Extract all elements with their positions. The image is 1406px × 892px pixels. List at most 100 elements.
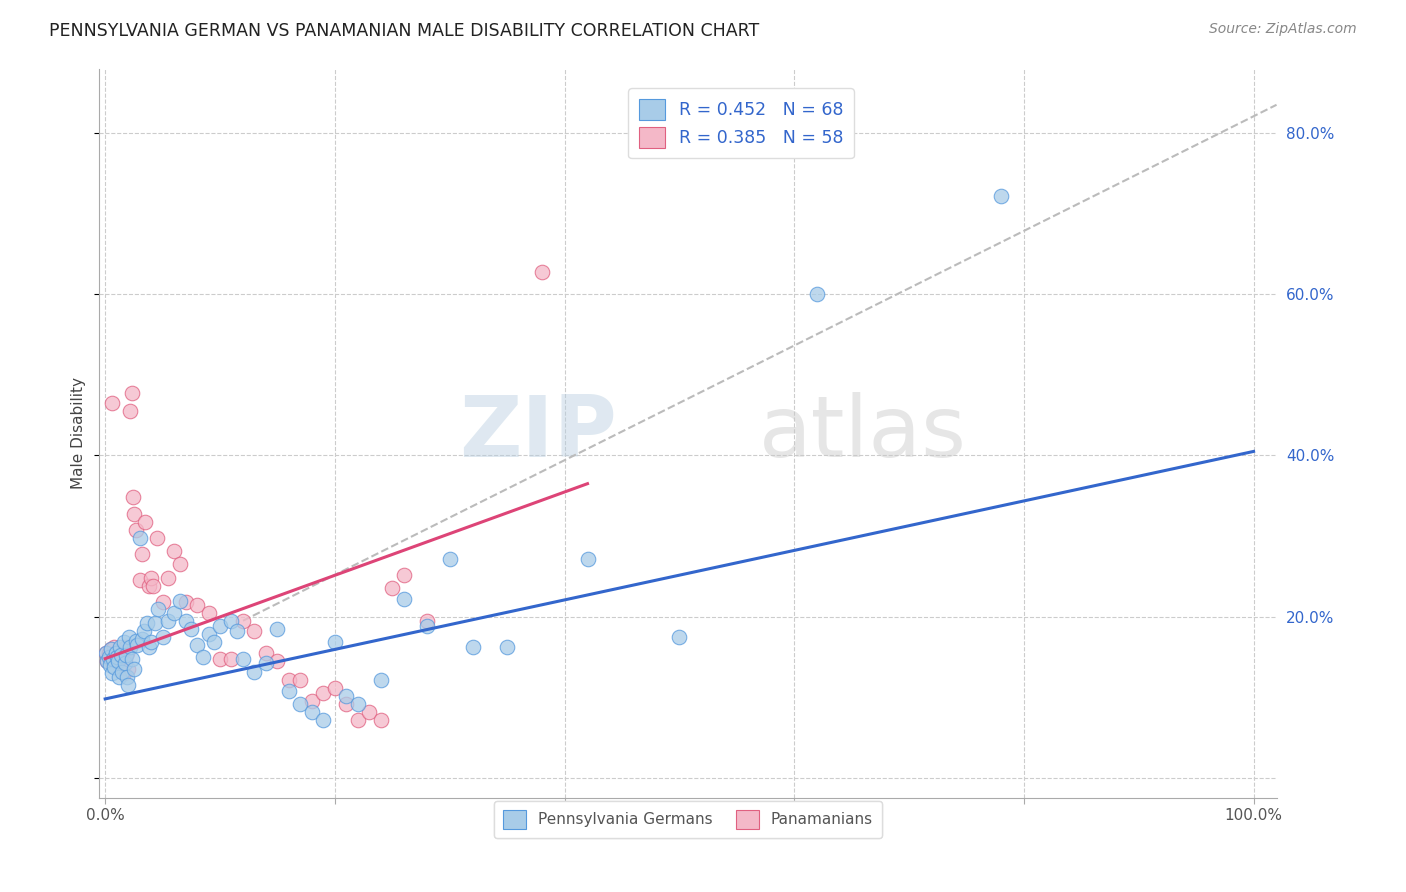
Point — [359, 705, 381, 719]
Point — [290, 697, 312, 711]
Point — [135, 616, 157, 631]
Point — [180, 622, 202, 636]
Point — [105, 650, 128, 665]
Point — [392, 567, 415, 582]
Point — [169, 558, 191, 572]
Point — [118, 630, 141, 644]
Point — [96, 646, 118, 660]
Point — [100, 642, 122, 657]
Point — [139, 635, 162, 649]
Point — [169, 593, 191, 607]
Point — [98, 651, 121, 665]
Point — [104, 646, 127, 660]
Point — [152, 630, 174, 644]
Point — [226, 624, 249, 639]
Point — [139, 571, 162, 585]
Point — [120, 404, 142, 418]
Point — [243, 665, 266, 679]
Point — [98, 658, 121, 673]
Point — [157, 614, 180, 628]
Point — [197, 627, 219, 641]
Point — [111, 665, 134, 679]
Point — [134, 515, 156, 529]
Point — [668, 630, 690, 644]
Point — [186, 598, 208, 612]
Point — [221, 614, 243, 628]
Point — [301, 694, 323, 708]
Point — [117, 678, 139, 692]
Point — [576, 551, 599, 566]
Point — [530, 265, 553, 279]
Point — [103, 651, 125, 665]
Text: PENNSYLVANIA GERMAN VS PANAMANIAN MALE DISABILITY CORRELATION CHART: PENNSYLVANIA GERMAN VS PANAMANIAN MALE D… — [49, 22, 759, 40]
Point — [416, 614, 439, 628]
Point — [146, 601, 169, 615]
Text: Source: ZipAtlas.com: Source: ZipAtlas.com — [1209, 22, 1357, 37]
Point — [174, 614, 197, 628]
Point — [108, 651, 131, 665]
Point — [97, 650, 120, 665]
Point — [381, 582, 404, 596]
Point — [125, 633, 148, 648]
Point — [110, 654, 132, 668]
Point — [335, 689, 357, 703]
Point — [112, 635, 135, 649]
Point — [163, 543, 186, 558]
Point — [121, 651, 143, 665]
Y-axis label: Male Disability: Male Disability — [72, 377, 86, 490]
Point — [990, 189, 1012, 203]
Point — [392, 591, 415, 606]
Point — [125, 523, 148, 537]
Text: ZIP: ZIP — [460, 392, 617, 475]
Point — [103, 651, 125, 665]
Point — [152, 595, 174, 609]
Point — [122, 662, 145, 676]
Point — [208, 619, 231, 633]
Point — [221, 651, 243, 665]
Point — [103, 640, 125, 655]
Point — [108, 640, 131, 655]
Point — [115, 646, 138, 660]
Point — [128, 531, 150, 545]
Point — [254, 646, 277, 660]
Point — [105, 651, 128, 665]
Point — [496, 640, 519, 655]
Point — [115, 640, 138, 655]
Point — [103, 659, 125, 673]
Point — [416, 619, 439, 633]
Point — [131, 547, 153, 561]
Point — [277, 673, 299, 687]
Point — [266, 654, 288, 668]
Point — [127, 638, 149, 652]
Point — [191, 650, 214, 665]
Point — [197, 606, 219, 620]
Point — [290, 673, 312, 687]
Point — [370, 673, 392, 687]
Point — [232, 614, 254, 628]
Point — [96, 646, 118, 660]
Point — [439, 551, 461, 566]
Point — [157, 571, 180, 585]
Point — [96, 654, 118, 668]
Point — [138, 640, 160, 655]
Point — [111, 646, 134, 660]
Point — [110, 648, 132, 663]
Point — [128, 574, 150, 588]
Point — [134, 624, 156, 639]
Point — [370, 713, 392, 727]
Point — [143, 616, 166, 631]
Point — [186, 638, 208, 652]
Point — [323, 681, 346, 695]
Point — [121, 491, 143, 505]
Point — [277, 683, 299, 698]
Point — [163, 606, 186, 620]
Point — [301, 705, 323, 719]
Point — [346, 697, 368, 711]
Point — [117, 662, 139, 676]
Point — [96, 654, 118, 668]
Point — [100, 642, 122, 657]
Point — [323, 635, 346, 649]
Point — [312, 686, 335, 700]
Point — [108, 670, 131, 684]
Point — [131, 632, 153, 647]
